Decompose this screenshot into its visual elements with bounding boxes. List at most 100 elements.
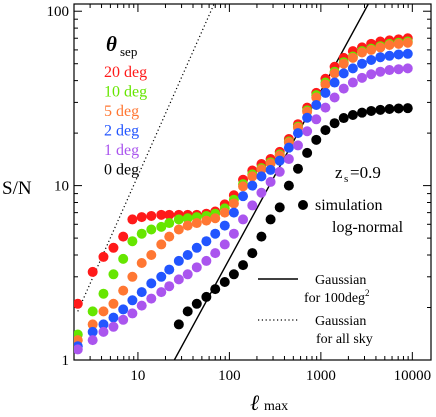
point-1-deg	[265, 176, 276, 187]
point-0-deg	[283, 180, 294, 191]
point-2-deg	[201, 236, 212, 247]
point-0-deg	[357, 107, 368, 118]
point-1-deg	[136, 300, 147, 311]
point-10-deg	[108, 269, 119, 280]
point-2-deg	[127, 295, 138, 306]
series-legend: 20 deg 10 deg 5 deg 2 deg 1 deg 0 deg	[104, 64, 147, 179]
point-2-deg	[292, 128, 303, 139]
point-1-deg	[292, 140, 303, 151]
y-tick-label: 1	[62, 353, 70, 369]
x-tick-label: 10	[130, 368, 145, 384]
point-2-deg	[256, 171, 267, 182]
point-1-deg	[182, 269, 193, 280]
point-1-deg	[366, 69, 377, 80]
point-1-deg	[302, 126, 313, 137]
point-20-deg	[164, 209, 175, 220]
point-5-deg	[118, 285, 129, 296]
point-1-deg	[357, 72, 368, 83]
point-20-deg	[127, 214, 138, 225]
point-10-deg	[136, 228, 147, 239]
point-0-deg	[292, 163, 303, 174]
point-10-deg	[156, 221, 167, 232]
point-1-deg	[210, 248, 221, 259]
point-5-deg	[108, 298, 119, 309]
point-2-deg	[210, 228, 221, 239]
dotted-line-legend-line2: for all sky	[316, 332, 373, 347]
point-1-deg	[108, 321, 119, 332]
point-1-deg	[338, 83, 349, 94]
point-5-deg	[146, 250, 157, 261]
point-5-deg	[320, 79, 331, 90]
point-2-deg	[347, 63, 358, 74]
marker-legend-line1: simulation	[315, 197, 383, 214]
point-5-deg	[256, 164, 267, 175]
plot-frame	[73, 3, 432, 361]
point-0-deg	[393, 103, 404, 114]
point-1-deg	[393, 64, 404, 75]
point-0-deg	[384, 103, 395, 114]
point-1-deg	[98, 326, 109, 337]
point-1-deg	[247, 200, 258, 211]
point-5-deg	[357, 47, 368, 58]
point-5-deg	[228, 198, 239, 209]
point-2-deg	[311, 99, 322, 110]
point-1-deg	[402, 63, 413, 74]
y-tick-label: 10	[54, 179, 69, 195]
point-2-deg	[283, 142, 294, 153]
point-5-deg	[127, 271, 138, 282]
point-1-deg	[191, 262, 202, 273]
point-1-deg	[156, 287, 167, 298]
point-0-deg	[265, 214, 276, 225]
legend-entry-20-deg: 20 deg	[104, 64, 147, 81]
point-10-deg	[164, 218, 175, 229]
point-1-deg	[173, 274, 184, 285]
point-20-deg	[146, 210, 157, 221]
point-5-deg	[347, 52, 358, 63]
point-5-deg	[182, 220, 193, 231]
x-axis-label-sub: max	[264, 399, 288, 414]
point-2-deg	[393, 49, 404, 60]
legend-entry-5-deg: 5 deg	[104, 103, 139, 120]
point-0-deg	[256, 231, 267, 242]
point-5-deg	[191, 218, 202, 229]
point-5-deg	[393, 38, 404, 49]
point-0-deg	[219, 277, 230, 288]
point-2-deg	[265, 164, 276, 175]
point-1-deg	[238, 214, 249, 225]
point-1-deg	[384, 65, 395, 76]
point-1-deg	[146, 293, 157, 304]
point-0-deg	[228, 269, 239, 280]
point-1-deg	[228, 228, 239, 239]
point-2-deg	[302, 112, 313, 123]
point-2-deg	[384, 50, 395, 61]
point-0-deg	[375, 104, 386, 115]
point-2-deg	[375, 52, 386, 63]
point-0-deg	[402, 103, 413, 114]
dotted-line-legend-line1: Gaussian	[315, 314, 366, 329]
point-2-deg	[98, 319, 109, 330]
point-0-deg	[238, 260, 249, 271]
point-1-deg	[347, 77, 358, 88]
point-5-deg	[98, 306, 109, 317]
point-0-deg	[311, 134, 322, 145]
point-2-deg	[238, 191, 249, 202]
point-5-deg	[384, 40, 395, 51]
point-1-deg	[329, 92, 340, 103]
theta-symbol: θ	[106, 32, 117, 56]
point-10-deg	[173, 214, 184, 225]
point-2-deg	[182, 250, 193, 261]
point-2-deg	[219, 220, 230, 231]
point-1-deg	[87, 335, 98, 346]
point-5-deg	[375, 42, 386, 53]
legend-entry-1-deg: 1 deg	[104, 142, 139, 159]
point-1-deg	[127, 308, 138, 319]
point-5-deg	[164, 231, 175, 242]
axis-ticks: 10 100 1000 10000 1 10 100	[47, 4, 431, 384]
x-tick-label: 100	[218, 368, 241, 384]
legend-entry-10-deg: 10 deg	[104, 84, 147, 101]
point-2-deg	[228, 207, 239, 218]
point-20-deg	[118, 231, 129, 242]
x-tick-label: 1000	[306, 368, 336, 384]
point-5-deg	[366, 44, 377, 55]
